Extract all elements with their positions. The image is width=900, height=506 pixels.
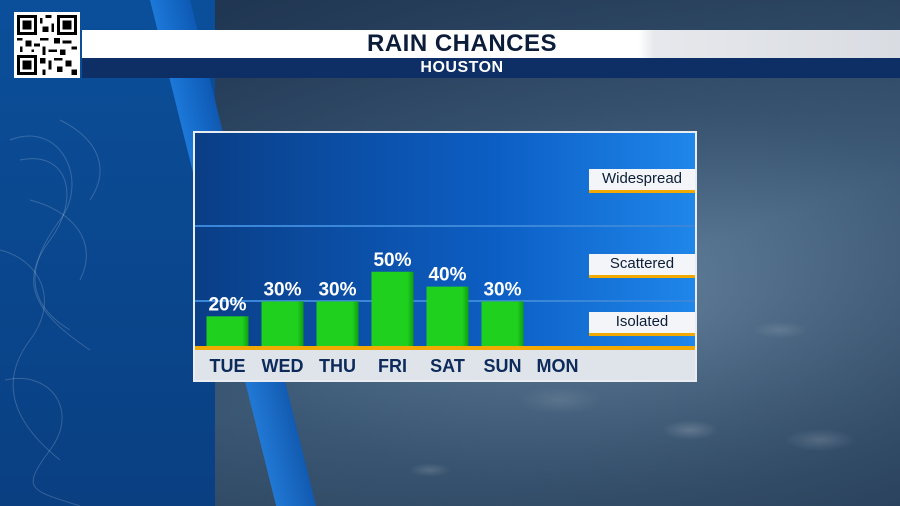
level-label-widespread: Widespread	[589, 169, 695, 193]
qr-code[interactable]	[14, 12, 80, 78]
subtitle-bar	[82, 58, 900, 78]
level-label-scattered: Scattered	[589, 254, 695, 278]
category-label-wed: WED	[262, 356, 304, 376]
page-subtitle: HOUSTON	[420, 59, 504, 76]
data-label-thu: 30%	[318, 279, 356, 300]
data-label-fri: 50%	[373, 250, 411, 271]
chart-baseline	[195, 346, 695, 350]
data-label-wed: 30%	[263, 279, 301, 300]
category-label-thu: THU	[319, 356, 356, 376]
category-label-sat: SAT	[430, 356, 465, 376]
level-label-isolated: Isolated	[589, 312, 695, 336]
bar-tue	[206, 316, 249, 346]
title-bar	[82, 30, 900, 58]
bar-wed	[261, 301, 304, 346]
qr-code-icon	[17, 15, 77, 75]
data-label-sun: 30%	[483, 279, 521, 300]
data-label-sat: 40%	[428, 265, 466, 286]
category-label-fri: FRI	[378, 356, 407, 376]
category-label-sun: SUN	[483, 356, 521, 376]
bar-sat	[426, 286, 469, 346]
bar-sun	[481, 301, 524, 346]
bar-thu	[316, 301, 359, 346]
category-label-tue: TUE	[210, 356, 246, 376]
bar-fri	[371, 271, 414, 346]
rain-chance-chart: 20% TUE 30% WED 30% THU 50% FRI 40% SAT 30% SUN MON	[195, 133, 695, 376]
data-label-tue: 20%	[208, 294, 246, 315]
category-label-mon: MON	[537, 356, 579, 376]
page-title: RAIN CHANCES	[366, 30, 557, 57]
